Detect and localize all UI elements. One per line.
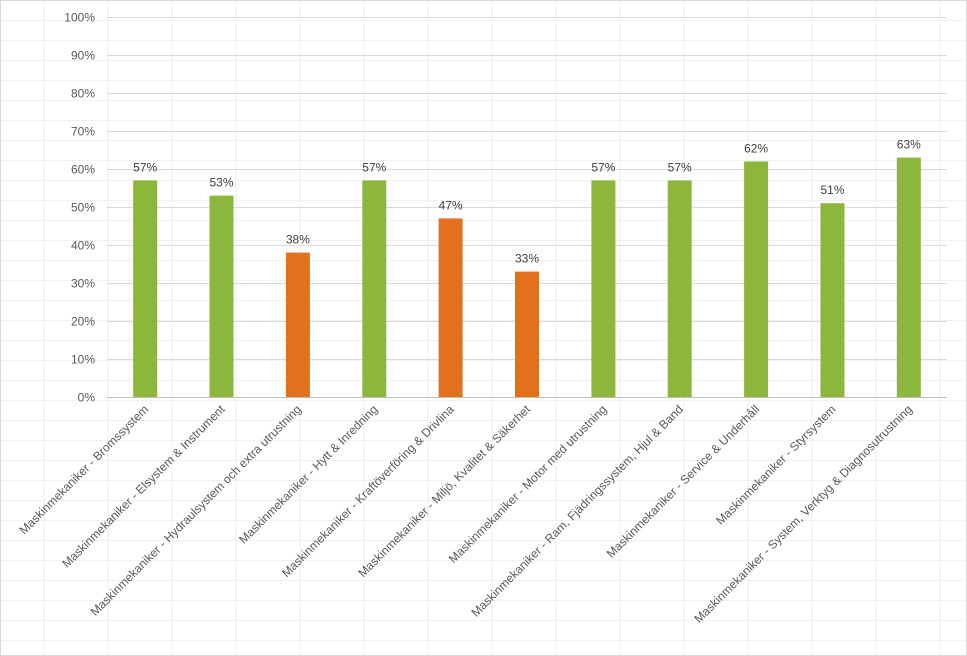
y-tick-label: 70% <box>71 125 95 139</box>
data-label: 53% <box>209 176 233 190</box>
bar[interactable] <box>438 218 463 397</box>
data-label: 33% <box>515 252 539 266</box>
data-label: 57% <box>591 160 615 174</box>
bar[interactable] <box>515 271 539 397</box>
data-label: 63% <box>897 138 921 152</box>
data-label: 51% <box>820 183 844 197</box>
y-tick-label: 50% <box>71 201 95 215</box>
y-tick-label: 60% <box>71 163 95 177</box>
x-category-label: Maskinmekaniker - Miljö, Kvalitet & Säke… <box>355 402 533 580</box>
bar[interactable] <box>896 157 921 397</box>
x-category-label: Maskinmekaniker - Styrsystem <box>713 402 838 527</box>
y-tick-label: 20% <box>71 315 95 329</box>
bar[interactable] <box>744 161 769 397</box>
bar[interactable] <box>209 195 234 397</box>
bar[interactable] <box>362 180 387 397</box>
y-tick-label: 30% <box>71 277 95 291</box>
y-tick-label: 90% <box>71 49 95 63</box>
x-category-label: Maskinmekaniker - Bromssystem <box>16 402 151 537</box>
x-category-label: Maskinmekaniker - Motor med utrustning <box>446 402 610 566</box>
x-category-label: Maskinmekaniker - Kraftöverföring & Driv… <box>279 402 457 580</box>
y-tick-label: 0% <box>78 391 96 405</box>
data-label: 38% <box>286 233 310 247</box>
data-label: 47% <box>439 198 463 212</box>
data-label: 57% <box>362 160 386 174</box>
bar[interactable] <box>820 203 845 397</box>
bar[interactable] <box>591 180 616 397</box>
bar[interactable] <box>133 180 158 397</box>
data-label: 57% <box>668 160 692 174</box>
y-tick-label: 100% <box>64 11 95 25</box>
x-category-label: Maskinmekaniker - Hytt & Inredning <box>236 402 380 546</box>
y-tick-label: 80% <box>71 87 95 101</box>
x-category-label: Maskinmekaniker - Service & Underhåll <box>604 402 762 560</box>
data-label: 57% <box>133 160 157 174</box>
x-category-label: Maskinmekaniker - Elsystem & Instrument <box>59 402 228 571</box>
bar[interactable] <box>667 180 692 397</box>
bar[interactable] <box>285 252 310 397</box>
data-label: 62% <box>744 141 768 155</box>
y-tick-label: 40% <box>71 239 95 253</box>
y-tick-label: 10% <box>71 353 95 367</box>
